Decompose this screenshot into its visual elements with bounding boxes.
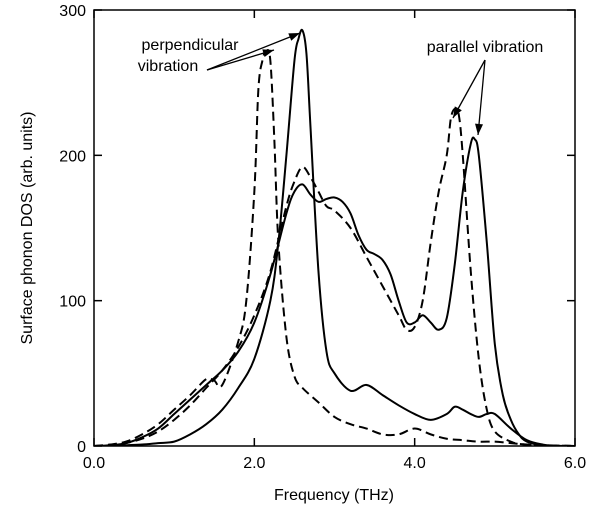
plot-frame xyxy=(93,9,576,447)
y-tick-label: 200 xyxy=(59,148,86,165)
x-axis-label: Frequency (THz) xyxy=(274,487,394,504)
series-line-1-solid xyxy=(94,28,575,446)
annotation-arrow xyxy=(206,32,301,71)
y-tick-label: 100 xyxy=(59,294,86,311)
y-tick-label: 0 xyxy=(77,439,86,456)
annotation-arrow xyxy=(475,59,486,136)
annotation-perpendicular: perpendicular xyxy=(142,37,240,54)
annotation-arrow xyxy=(206,49,275,71)
x-tick-label: 0.0 xyxy=(83,455,105,472)
tick-labels: 0.0 2.0 4.0 6.0 0 100 200 300 xyxy=(59,3,586,472)
y-tick-label: 300 xyxy=(59,3,86,20)
annotation-arrows xyxy=(206,32,486,136)
axis-ticks xyxy=(93,9,576,447)
annotation-perpendicular-vibration: vibration xyxy=(138,58,198,75)
annotation-parallel-vibration: parallel vibration xyxy=(427,39,544,56)
series-layer xyxy=(94,28,575,446)
series-line-3-dashed xyxy=(94,48,575,446)
x-tick-label: 2.0 xyxy=(243,455,265,472)
series-line-4-dashed xyxy=(94,107,575,446)
series-line-2-solid xyxy=(94,136,575,446)
x-tick-label: 6.0 xyxy=(564,455,586,472)
y-axis-label: Surface phonon DOS (arb. units) xyxy=(19,111,36,344)
annotation-arrow xyxy=(452,59,486,119)
x-tick-label: 4.0 xyxy=(404,455,426,472)
